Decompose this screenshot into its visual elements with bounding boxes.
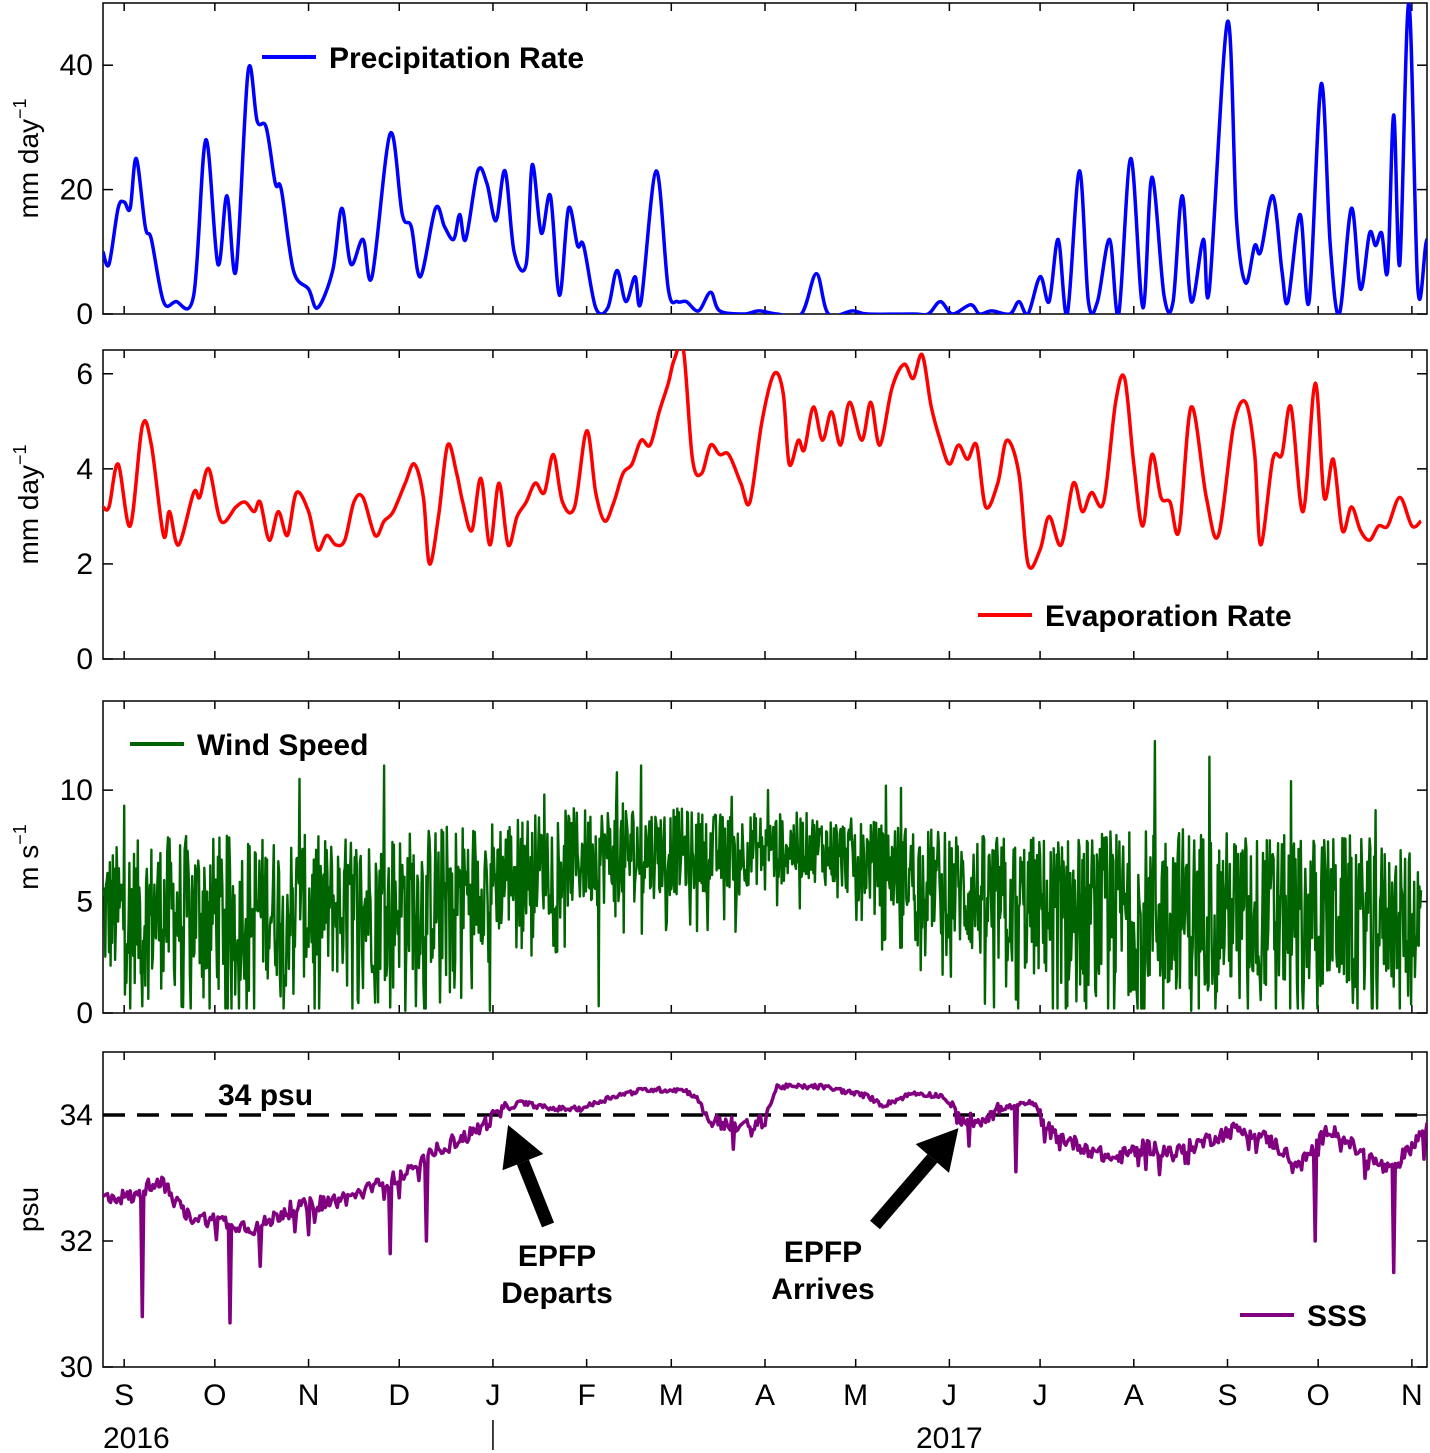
annotation-arrow-shaft [516, 1159, 555, 1228]
month-label: M [843, 1379, 868, 1412]
y-axis-label: mm day−1 [10, 444, 44, 564]
y-tick-label: 32 [60, 1225, 93, 1258]
y-tick-label: 6 [76, 358, 93, 391]
series-line-sss [103, 1082, 1427, 1325]
month-label: J [1033, 1379, 1048, 1412]
y-tick-label: 20 [60, 174, 93, 207]
y-tick-label: 40 [60, 49, 93, 82]
x-axis: S O N D J F M A M J J A S O N 2016 2017 [103, 1379, 1423, 1453]
annotation-label: EPFP [784, 1236, 862, 1269]
month-label: O [1307, 1379, 1330, 1412]
y-axis-label-exponent: −1 [10, 98, 30, 119]
y-tick-label: 30 [60, 1351, 93, 1384]
reference-line-label: 34 psu [218, 1079, 313, 1112]
y-tick-label: 34 [60, 1099, 93, 1132]
y-tick-label: 10 [60, 774, 93, 807]
year-label-2017: 2017 [916, 1422, 983, 1453]
year-label-2016: 2016 [103, 1422, 170, 1453]
annotation-label: EPFP [518, 1240, 596, 1273]
month-label: J [485, 1379, 500, 1412]
y-axis-label: psu [13, 1187, 44, 1232]
y-tick-label: 4 [76, 453, 93, 486]
month-label: N [298, 1379, 320, 1412]
annotation-arrow-head [915, 1128, 959, 1173]
y-tick-label: 2 [76, 548, 93, 581]
month-label: J [942, 1379, 957, 1412]
y-axis-label-text: psu [13, 1187, 44, 1232]
series-line-wind-speed [103, 739, 1423, 1012]
series-line-evaporation-rate [103, 350, 1423, 570]
y-tick-label: 0 [76, 643, 93, 676]
y-axis-label-exponent: −1 [10, 824, 30, 845]
month-label: A [1124, 1379, 1144, 1412]
y-tick-label: 5 [76, 886, 93, 919]
series-line-precipitation-rate [103, 3, 1427, 314]
y-axis-label-text: m s [13, 845, 44, 890]
legend-label: Wind Speed [197, 729, 368, 762]
y-axis-label: mm day−1 [10, 98, 44, 218]
month-label: S [114, 1379, 134, 1412]
sss-panel: 30 32 34 psu 34 psu SSS EPFP Departs EPFP Arrives [13, 1051, 1428, 1384]
annotation-label: Arrives [771, 1273, 874, 1306]
y-tick-label: 0 [76, 997, 93, 1030]
month-label: S [1217, 1379, 1237, 1412]
y-axis-label-text: mm day [13, 465, 44, 565]
legend-label: Evaporation Rate [1045, 600, 1292, 633]
month-label: O [203, 1379, 226, 1412]
y-axis-label-text: mm day [13, 119, 44, 219]
wind-speed-panel: 0 5 10 m s−1 Wind Speed [10, 700, 1428, 1030]
precipitation-panel: 0 20 40 mm day−1 Precipitation Rate [10, 2, 1428, 331]
y-tick-label: 0 [76, 298, 93, 331]
month-label: F [577, 1379, 595, 1412]
legend-label: Precipitation Rate [329, 42, 584, 75]
month-label: D [388, 1379, 410, 1412]
annotation-label: Departs [501, 1277, 613, 1310]
evaporation-panel: 0 2 4 6 mm day−1 Evaporation Rate [10, 349, 1428, 676]
legend-label: SSS [1307, 1300, 1367, 1333]
month-label: A [755, 1379, 775, 1412]
y-axis-label: m s−1 [10, 824, 44, 890]
annotation-arrow-shaft [870, 1154, 938, 1230]
month-label: M [659, 1379, 684, 1412]
month-label: N [1401, 1379, 1423, 1412]
plot-frame [102, 2, 1428, 315]
annotation-arrow-head [502, 1125, 544, 1171]
y-axis-label-exponent: −1 [10, 444, 30, 465]
